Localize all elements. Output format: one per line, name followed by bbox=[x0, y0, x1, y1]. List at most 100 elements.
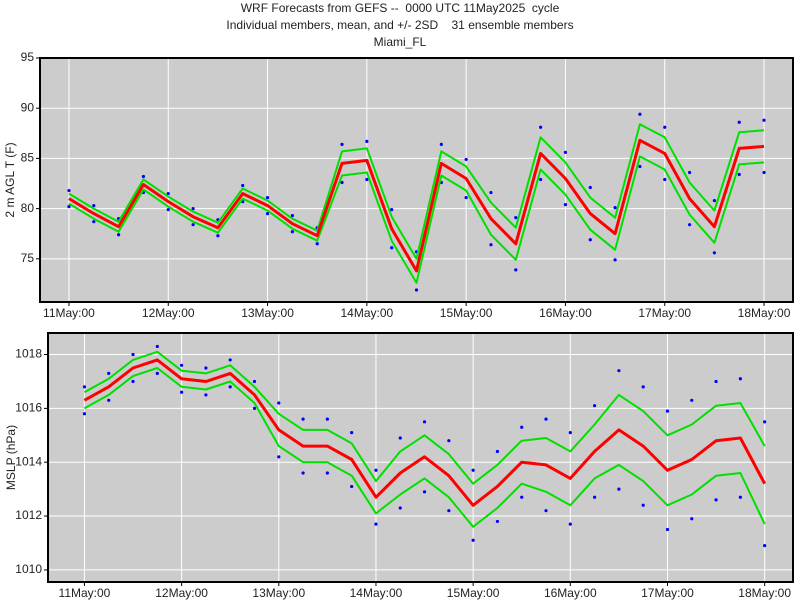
header-line: Individual members, mean, and +/- 2SD 31… bbox=[226, 18, 573, 32]
member-dot bbox=[663, 125, 667, 129]
header-line: Miami_FL bbox=[374, 35, 427, 49]
y-tick-label: 80 bbox=[21, 201, 35, 215]
member-dot bbox=[325, 417, 329, 421]
member-dot bbox=[82, 385, 87, 389]
member-dot bbox=[520, 425, 524, 429]
x-tick-label: 17May:00 bbox=[638, 306, 691, 320]
member-dot bbox=[67, 205, 71, 209]
member-dot bbox=[277, 455, 281, 459]
member-dot bbox=[350, 484, 354, 489]
member-dot bbox=[398, 436, 402, 440]
member-dot bbox=[414, 288, 419, 292]
member-dot bbox=[117, 233, 121, 237]
y-tick-label: 85 bbox=[21, 151, 35, 165]
series-line bbox=[83, 367, 766, 528]
member-dot bbox=[252, 379, 257, 384]
x-tick-label: 18May:00 bbox=[738, 306, 791, 320]
member-dot bbox=[539, 177, 543, 182]
member-dot bbox=[617, 487, 621, 491]
member-dot bbox=[763, 544, 767, 548]
y-tick-label: 1014 bbox=[15, 454, 42, 468]
x-tick-label: 12May:00 bbox=[155, 586, 208, 600]
member-dot bbox=[265, 195, 270, 200]
member-dot bbox=[422, 490, 427, 494]
member-dot bbox=[737, 172, 741, 177]
plot-frame bbox=[47, 332, 794, 583]
member-dot bbox=[252, 406, 257, 410]
y-tick-label: 90 bbox=[21, 100, 35, 114]
member-dot bbox=[613, 206, 617, 210]
member-dot bbox=[180, 363, 184, 367]
member-dot bbox=[665, 409, 670, 413]
member-dot bbox=[544, 417, 548, 421]
member-dot bbox=[228, 385, 232, 389]
member-dot bbox=[593, 495, 597, 499]
series-line bbox=[83, 358, 767, 507]
member-dot bbox=[712, 251, 716, 255]
x-tick-label: 16May:00 bbox=[539, 306, 592, 320]
member-dot bbox=[447, 439, 451, 443]
member-dot bbox=[514, 268, 518, 272]
member-dot bbox=[92, 220, 96, 224]
member-dot bbox=[216, 234, 220, 238]
member-dot bbox=[390, 246, 394, 250]
member-dot bbox=[166, 191, 170, 196]
member-dot bbox=[92, 204, 96, 208]
member-dot bbox=[277, 401, 281, 405]
member-dot bbox=[107, 371, 111, 375]
x-tick-label: 17May:00 bbox=[641, 586, 694, 600]
member-dot bbox=[588, 185, 592, 190]
member-dot bbox=[241, 183, 245, 188]
member-dot bbox=[340, 142, 344, 146]
x-tick-label: 12May:00 bbox=[142, 306, 195, 320]
member-dot bbox=[568, 431, 572, 435]
member-dot bbox=[131, 379, 135, 384]
member-dot bbox=[737, 120, 741, 124]
member-dot bbox=[191, 223, 195, 227]
member-dot bbox=[738, 377, 742, 381]
member-dot bbox=[191, 207, 195, 211]
member-dot bbox=[563, 203, 568, 207]
member-dot bbox=[447, 509, 451, 513]
y-tick-label: 1016 bbox=[15, 401, 42, 415]
x-tick-label: 13May:00 bbox=[252, 586, 305, 600]
member-dot bbox=[422, 420, 427, 424]
y-axis-label: 2 m AGL T (F) bbox=[3, 142, 17, 217]
y-axis-label: MSLP (hPa) bbox=[4, 425, 18, 490]
member-dot bbox=[204, 366, 208, 370]
x-tick-label: 13May:00 bbox=[241, 306, 294, 320]
member-dot bbox=[340, 180, 344, 185]
x-tick-label: 11May:00 bbox=[59, 586, 111, 600]
header-line: WRF Forecasts from GEFS -- 0000 UTC 11Ma… bbox=[241, 1, 560, 15]
member-dot bbox=[714, 379, 718, 384]
member-dot bbox=[204, 393, 208, 397]
member-dot bbox=[514, 216, 518, 220]
x-tick-label: 15May:00 bbox=[447, 586, 500, 600]
member-dot bbox=[617, 369, 621, 373]
series-line bbox=[68, 138, 765, 273]
member-dot bbox=[641, 385, 645, 389]
member-dot bbox=[665, 527, 670, 532]
member-dot bbox=[539, 125, 543, 129]
member-dot bbox=[131, 352, 135, 357]
member-dot bbox=[638, 112, 642, 116]
member-dot bbox=[374, 522, 378, 526]
member-dot bbox=[301, 417, 305, 421]
member-dot bbox=[690, 517, 694, 521]
y-tick-label: 1012 bbox=[15, 508, 42, 522]
member-dot bbox=[439, 142, 443, 146]
member-dot bbox=[228, 358, 232, 362]
x-tick-label: 11May:00 bbox=[43, 306, 95, 320]
x-tick-label: 14May:00 bbox=[341, 306, 394, 320]
y-tick-label: 1010 bbox=[15, 562, 42, 576]
member-dot bbox=[180, 390, 184, 394]
member-dot bbox=[464, 157, 468, 162]
member-dot bbox=[641, 503, 645, 507]
member-dot bbox=[107, 398, 111, 402]
member-dot bbox=[471, 468, 475, 472]
member-dot bbox=[398, 506, 402, 510]
member-dot bbox=[593, 404, 597, 408]
member-dot bbox=[489, 243, 493, 247]
